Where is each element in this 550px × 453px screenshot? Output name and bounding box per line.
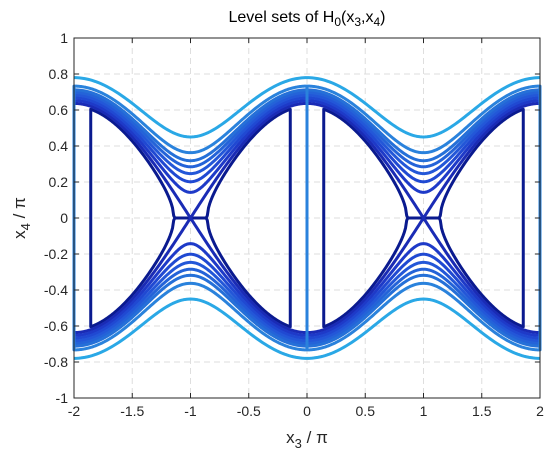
y-tick-label: 0: [60, 210, 68, 226]
x-tick-label: 1.5: [472, 403, 492, 419]
x-tick-label: 0: [303, 403, 311, 419]
y-tick-label: -0.8: [44, 354, 68, 370]
y-tick-label: 0.4: [49, 138, 69, 154]
x-tick-label: -1.5: [120, 403, 144, 419]
x-tick-label: 2: [536, 403, 544, 419]
y-tick-label: -0.6: [44, 318, 68, 334]
x-tick-label: -1: [184, 403, 197, 419]
y-tick-label: -0.4: [44, 282, 68, 298]
chart-title: Level sets of H0(x3,x4): [229, 9, 386, 29]
x-axis-label: x3 / π: [286, 428, 328, 451]
y-tick-label: 0.8: [49, 66, 69, 82]
x-ticks: -2 -1.5 -1 -0.5 0 0.5 1 1.5 2: [68, 38, 544, 419]
y-tick-label: 0.2: [49, 174, 69, 190]
x-tick-label: -2: [68, 403, 81, 419]
x-tick-label: 0.5: [356, 403, 376, 419]
y-tick-label: -1: [56, 390, 69, 406]
x-tick-label: -0.5: [237, 403, 261, 419]
x-tick-label: 1: [420, 403, 428, 419]
y-tick-label: 0.6: [49, 102, 69, 118]
y-axis-label: x4 / π: [10, 197, 33, 239]
y-tick-label: -0.2: [44, 246, 68, 262]
level-set-curve: [89, 107, 525, 329]
y-tick-label: 1: [60, 30, 68, 46]
y-ticks: -1 -0.8 -0.6 -0.4 -0.2 0 0.2 0.4 0.6 0.8 1: [44, 30, 540, 406]
level-set-curve: [73, 76, 541, 360]
